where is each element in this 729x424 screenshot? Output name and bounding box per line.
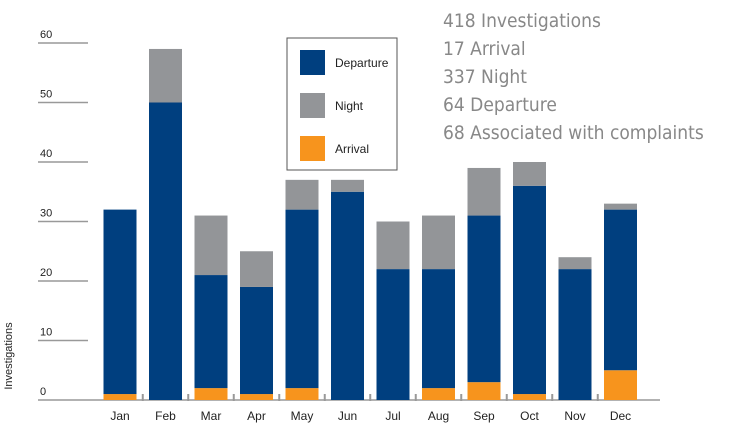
bar-segment: [558, 269, 592, 400]
x-tick-label: Aug: [428, 409, 449, 423]
annotation: 337 Night: [443, 66, 527, 88]
bar-segment: [467, 382, 501, 400]
bar-segment: [513, 185, 546, 395]
bar-segment: [467, 215, 501, 383]
x-tick-label: Nov: [564, 409, 585, 423]
bar-segment: [422, 388, 455, 400]
y-tick-label: 0: [40, 386, 46, 398]
bar-segment: [103, 394, 137, 400]
annotation: 64 Departure: [443, 94, 557, 116]
legend-label: Night: [335, 99, 364, 113]
bar-segment: [240, 286, 273, 395]
x-tick-label: Sep: [473, 409, 495, 423]
bar-segment: [604, 370, 637, 400]
annotation: 68 Associated with complaints: [443, 122, 704, 144]
bar-segment: [194, 388, 228, 400]
bar-segment: [513, 394, 546, 400]
y-tick-label: 20: [40, 267, 52, 279]
bar-segment: [194, 215, 228, 276]
x-tick-label: Mar: [201, 409, 222, 423]
bar-segment: [285, 209, 319, 389]
x-tick-label: Jan: [110, 409, 129, 423]
x-tick-label: Oct: [520, 409, 539, 423]
bar-segment: [604, 209, 637, 371]
bar-segment: [240, 394, 273, 400]
y-tick-label: 40: [40, 148, 52, 160]
bar-segment: [376, 269, 410, 400]
bar-segment: [331, 191, 364, 400]
bar-segment: [422, 215, 455, 270]
bar-segment: [422, 269, 455, 389]
bar-segment: [376, 221, 410, 270]
y-tick-label: 60: [40, 29, 52, 41]
bar-segment: [285, 179, 319, 210]
bar-segment: [285, 388, 319, 400]
x-tick-label: Apr: [247, 409, 266, 423]
legend-swatch: [300, 50, 325, 75]
bar-segment: [103, 209, 137, 395]
x-tick-label: May: [291, 409, 314, 423]
bar-segment: [604, 203, 637, 210]
y-axis-label: Investigations: [3, 322, 15, 390]
x-tick-label: Jun: [338, 409, 357, 423]
legend-label: Arrival: [335, 142, 369, 156]
x-tick-label: Dec: [610, 409, 631, 423]
legend-swatch: [300, 136, 325, 161]
bar-segment: [558, 257, 592, 270]
bar-segment: [331, 179, 364, 192]
legend-label: Departure: [335, 56, 389, 70]
bar-segment: [194, 275, 228, 389]
annotation: 418 Investigations: [443, 10, 601, 32]
legend-swatch: [300, 93, 325, 118]
y-tick-label: 30: [40, 208, 52, 220]
y-tick-label: 50: [40, 89, 52, 101]
annotation: 17 Arrival: [443, 38, 526, 60]
bar-segment: [467, 167, 501, 216]
x-tick-label: Jul: [385, 409, 400, 423]
bar-segment: [149, 102, 182, 400]
x-tick-label: Feb: [155, 409, 176, 423]
bar-segment: [513, 162, 546, 186]
bar-segment: [240, 251, 273, 287]
bar-segment: [149, 48, 182, 103]
y-tick-label: 10: [40, 327, 52, 339]
